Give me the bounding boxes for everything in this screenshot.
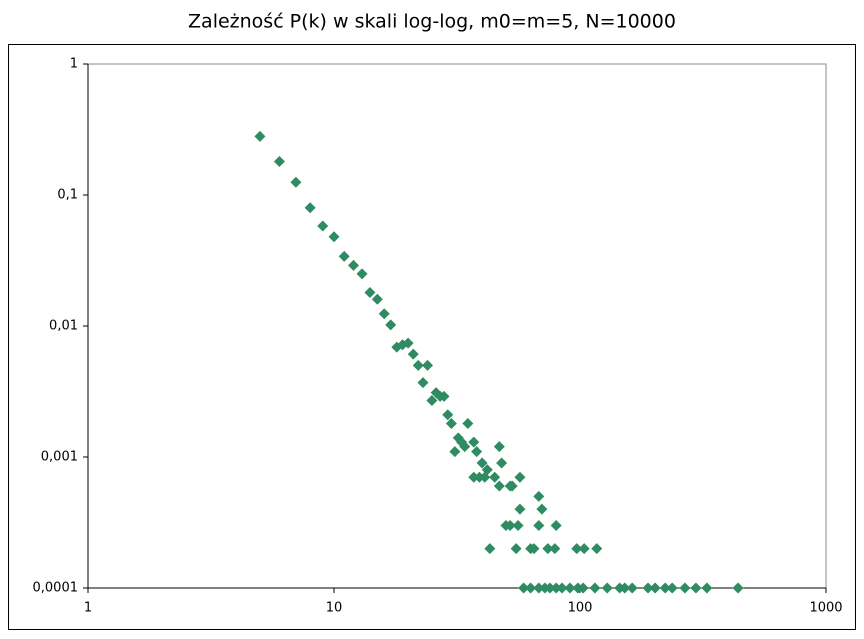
point xyxy=(690,582,702,594)
point xyxy=(679,582,691,594)
x-tick-label: 100 xyxy=(568,601,593,616)
point xyxy=(564,582,576,594)
y-tick-label: 0,001 xyxy=(41,450,78,465)
point xyxy=(476,457,488,469)
point xyxy=(412,359,424,371)
point xyxy=(659,582,671,594)
point xyxy=(571,543,583,555)
point xyxy=(338,250,350,262)
y-tick-label: 1 xyxy=(70,57,78,72)
point xyxy=(514,471,526,483)
point xyxy=(459,441,471,453)
point xyxy=(445,418,457,430)
point xyxy=(528,543,540,555)
point xyxy=(512,519,524,531)
point xyxy=(471,446,483,458)
point xyxy=(407,348,419,360)
point xyxy=(542,543,554,555)
point xyxy=(504,519,516,531)
point xyxy=(533,582,545,594)
point xyxy=(544,582,556,594)
point xyxy=(550,582,562,594)
point xyxy=(317,220,329,232)
point xyxy=(489,471,501,483)
x-tick-label: 1 xyxy=(84,601,92,616)
point xyxy=(438,390,450,402)
point xyxy=(578,543,590,555)
point xyxy=(328,231,340,243)
point xyxy=(533,519,545,531)
point xyxy=(514,503,526,515)
point xyxy=(462,418,474,430)
point xyxy=(273,156,285,168)
point xyxy=(701,582,713,594)
y-tick-label: 0,0001 xyxy=(33,581,79,596)
point xyxy=(371,293,383,305)
point xyxy=(449,446,461,458)
point xyxy=(642,582,654,594)
point xyxy=(402,337,414,349)
point xyxy=(484,543,496,555)
point xyxy=(626,582,638,594)
point xyxy=(549,543,561,555)
y-tick-label: 0,1 xyxy=(57,188,78,203)
point xyxy=(591,543,603,555)
x-tick-label: 10 xyxy=(326,601,343,616)
point xyxy=(577,582,589,594)
point xyxy=(493,480,505,492)
point xyxy=(533,490,545,502)
point xyxy=(385,319,397,331)
point xyxy=(364,287,376,299)
point xyxy=(468,436,480,448)
point xyxy=(254,130,266,142)
point xyxy=(422,359,434,371)
point xyxy=(510,543,522,555)
point xyxy=(356,268,368,280)
point xyxy=(649,582,661,594)
point xyxy=(496,457,508,469)
point xyxy=(732,582,744,594)
x-tick-label: 1000 xyxy=(809,601,842,616)
point xyxy=(525,582,537,594)
point xyxy=(601,582,613,594)
point xyxy=(481,464,493,476)
point xyxy=(556,582,568,594)
point xyxy=(417,377,429,389)
point xyxy=(290,176,302,188)
point xyxy=(506,480,518,492)
point xyxy=(518,582,530,594)
point xyxy=(619,582,631,594)
point xyxy=(589,582,601,594)
point xyxy=(468,471,480,483)
point xyxy=(304,202,316,214)
point xyxy=(347,259,359,271)
plot-frame xyxy=(87,63,827,589)
y-tick-label: 0,01 xyxy=(49,319,78,334)
point xyxy=(666,582,678,594)
point xyxy=(426,394,438,406)
point xyxy=(378,308,390,320)
chart-border xyxy=(8,44,856,630)
point xyxy=(550,519,562,531)
point xyxy=(536,503,548,515)
point xyxy=(442,409,454,421)
point xyxy=(493,441,505,453)
chart-title: Zależność P(k) w skali log-log, m0=m=5, … xyxy=(188,11,676,33)
